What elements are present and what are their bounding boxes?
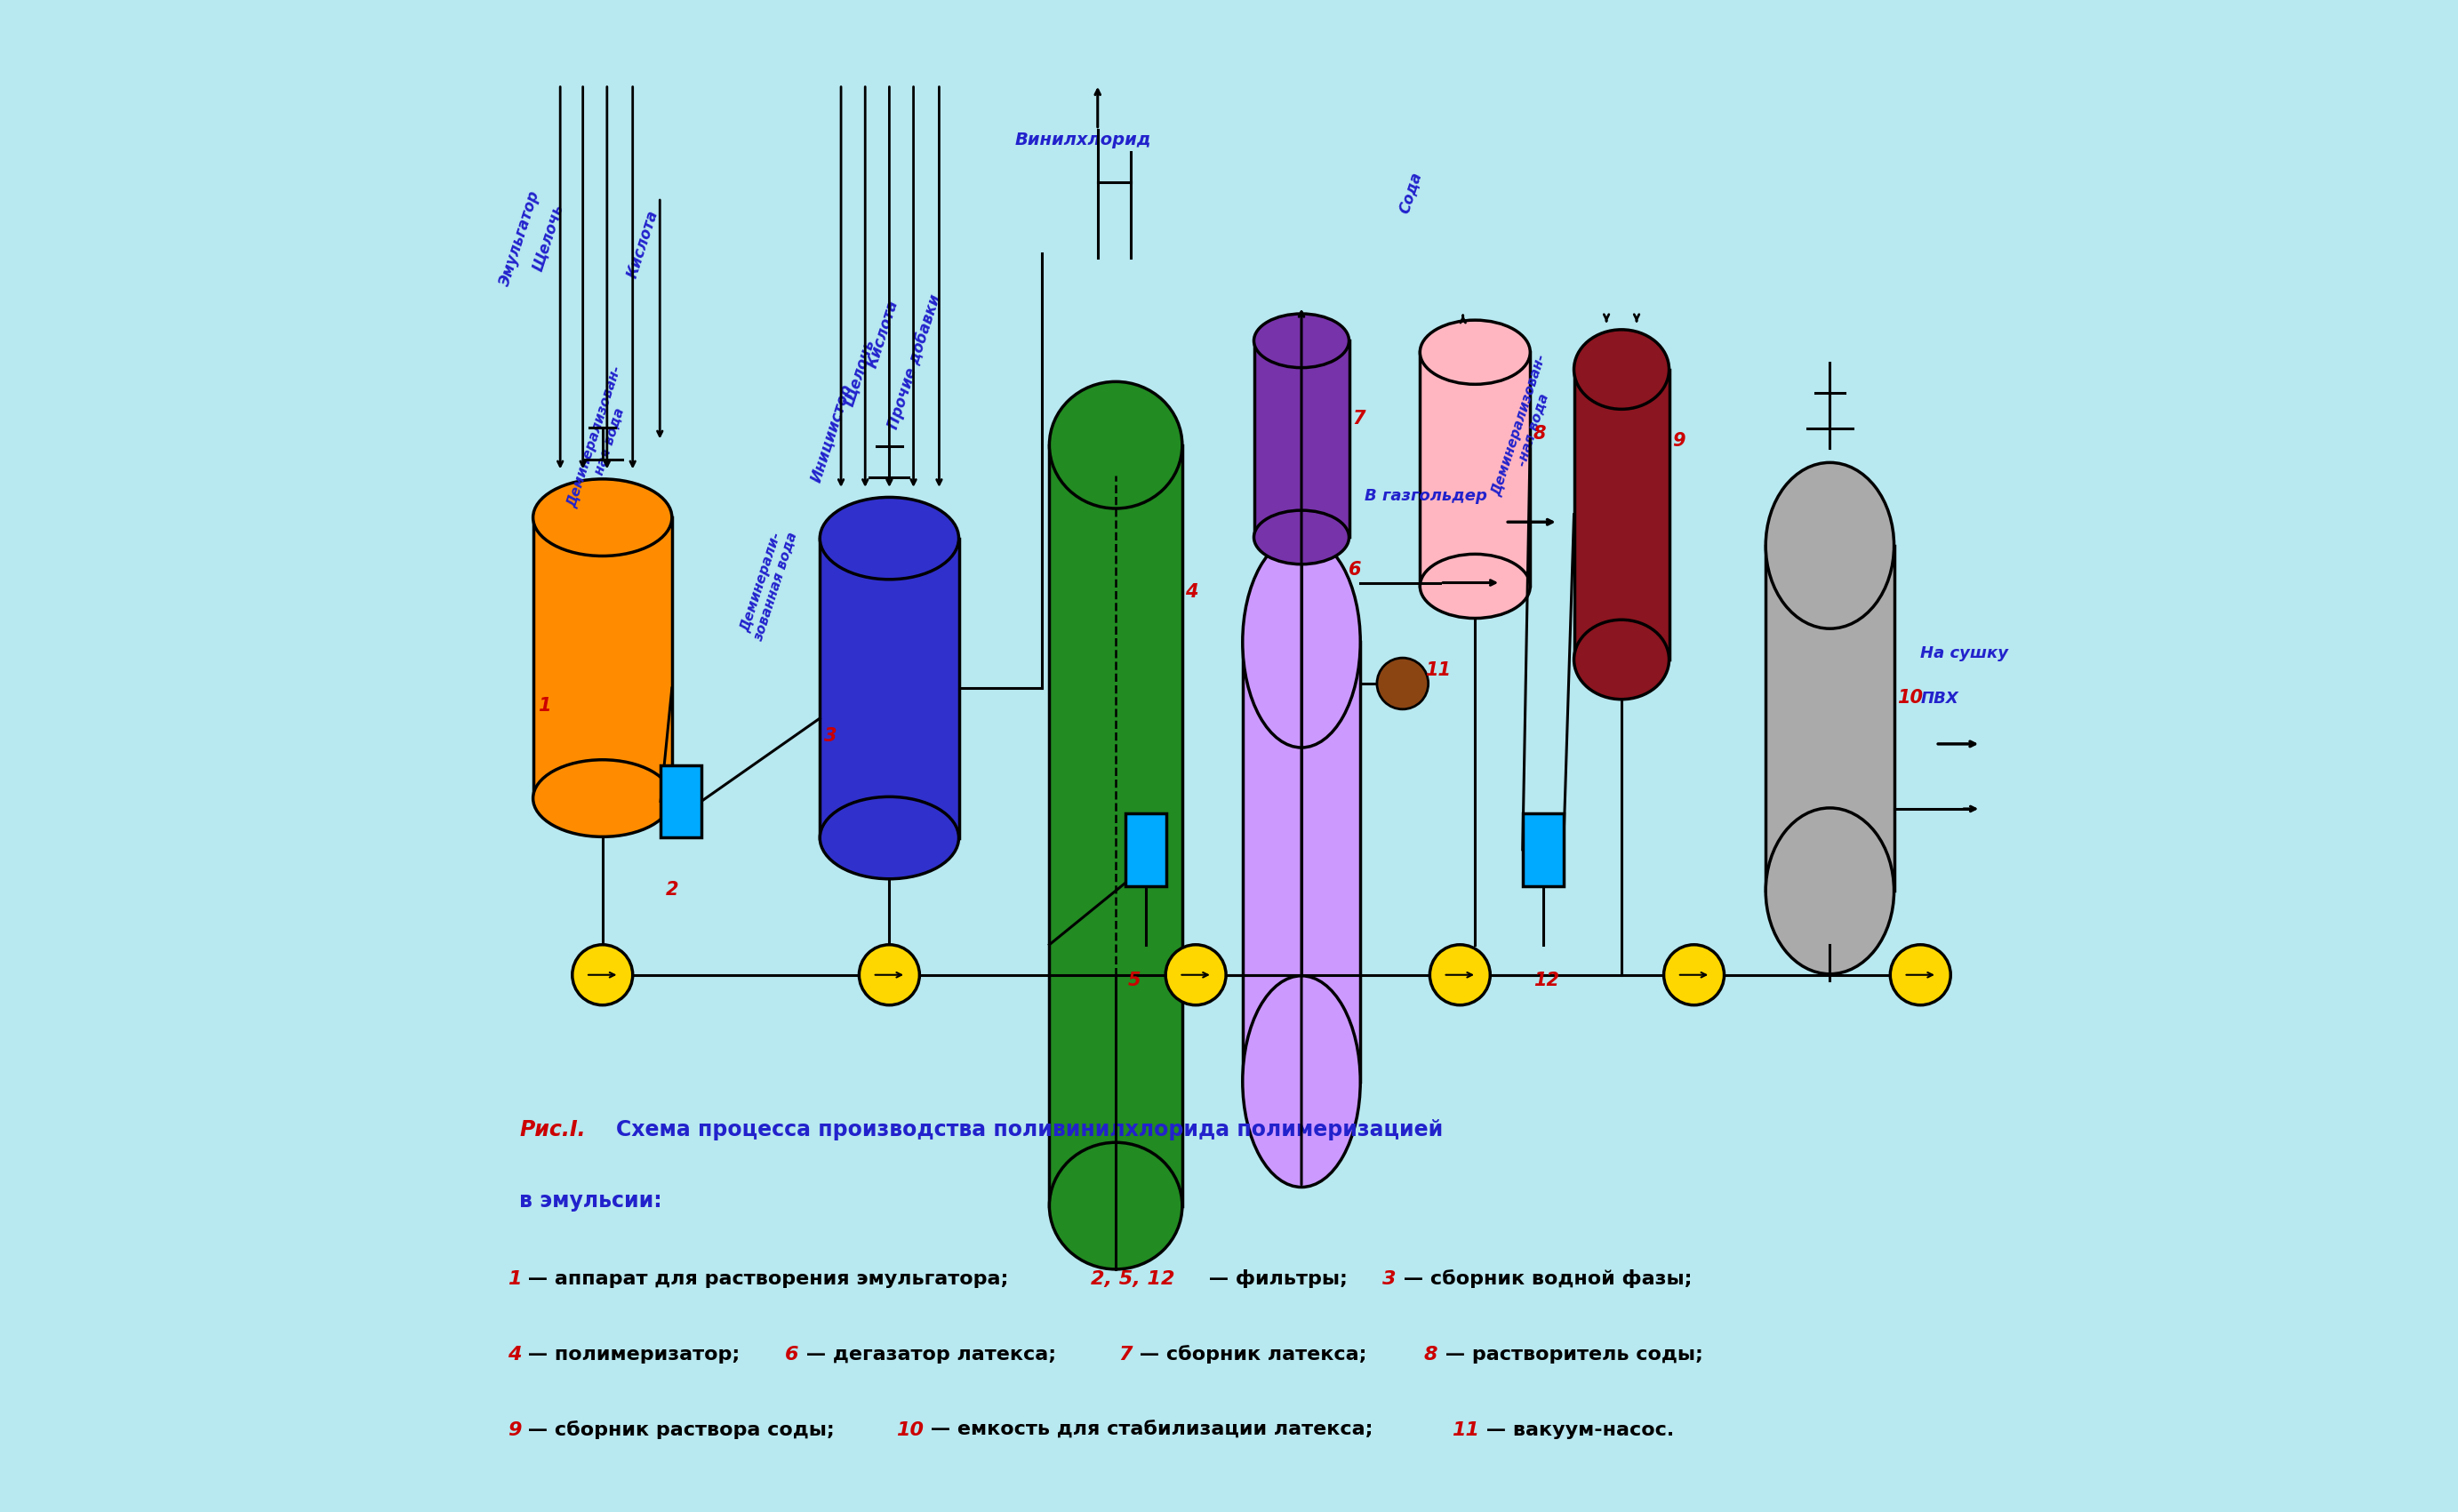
Text: 8: 8 xyxy=(1423,1346,1438,1364)
Circle shape xyxy=(1165,945,1227,1005)
Ellipse shape xyxy=(821,797,959,878)
Text: — вакуум-насос.: — вакуум-насос. xyxy=(1480,1421,1674,1439)
Ellipse shape xyxy=(1050,381,1182,508)
Text: Кислота: Кислота xyxy=(624,209,661,281)
Ellipse shape xyxy=(1421,553,1531,618)
Text: Схема процесса производства поливинилхлорида полимеризацией: Схема процесса производства поливинилхло… xyxy=(617,1119,1443,1142)
Text: Винилхлорид: Винилхлорид xyxy=(1015,132,1150,148)
FancyBboxPatch shape xyxy=(1573,369,1669,659)
Text: Щелочь: Щелочь xyxy=(531,201,565,274)
Text: 3: 3 xyxy=(823,727,838,744)
Text: — растворитель соды;: — растворитель соды; xyxy=(1438,1346,1703,1364)
Text: 11: 11 xyxy=(1426,662,1450,679)
Text: 1: 1 xyxy=(506,1270,521,1288)
Ellipse shape xyxy=(1421,321,1531,384)
Ellipse shape xyxy=(821,497,959,579)
Ellipse shape xyxy=(1765,463,1895,629)
Text: 7: 7 xyxy=(1118,1346,1133,1364)
Ellipse shape xyxy=(1050,1143,1182,1269)
Circle shape xyxy=(1431,945,1490,1005)
Circle shape xyxy=(860,945,919,1005)
Text: Щелочь: Щелочь xyxy=(841,337,878,408)
FancyBboxPatch shape xyxy=(1244,643,1359,1081)
Text: — сборник водной фазы;: — сборник водной фазы; xyxy=(1396,1269,1691,1288)
Text: в эмульсии:: в эмульсии: xyxy=(519,1190,661,1211)
Text: 1: 1 xyxy=(538,697,551,714)
Text: Инициистор: Инициистор xyxy=(809,383,855,484)
Ellipse shape xyxy=(1244,537,1359,747)
Ellipse shape xyxy=(1244,975,1359,1187)
Ellipse shape xyxy=(1254,511,1349,564)
Text: Прочие добавки: Прочие добавки xyxy=(885,293,944,431)
Text: Деминерализован-
-ная вода: Деминерализован- -ная вода xyxy=(1490,352,1563,502)
Text: 4: 4 xyxy=(1185,584,1197,602)
Text: 5: 5 xyxy=(1128,971,1141,989)
Text: 9: 9 xyxy=(506,1421,521,1439)
FancyBboxPatch shape xyxy=(1126,813,1168,886)
FancyBboxPatch shape xyxy=(533,517,671,798)
FancyBboxPatch shape xyxy=(1765,546,1895,891)
Text: — сборник латекса;: — сборник латекса; xyxy=(1133,1344,1381,1364)
Text: Эмульгатор: Эмульгатор xyxy=(497,189,543,289)
Text: 2, 5, 12: 2, 5, 12 xyxy=(1091,1270,1175,1288)
Text: — аппарат для растворения эмульгатора;: — аппарат для растворения эмульгатора; xyxy=(521,1270,1023,1288)
Text: 10: 10 xyxy=(1898,689,1922,706)
Text: ПВХ: ПВХ xyxy=(1920,691,1959,706)
Circle shape xyxy=(1890,945,1952,1005)
Text: 11: 11 xyxy=(1453,1421,1480,1439)
Text: 6: 6 xyxy=(1349,561,1362,579)
Text: 10: 10 xyxy=(897,1421,924,1439)
Text: Деминерали-
зованная вода: Деминерали- зованная вода xyxy=(737,526,799,643)
Ellipse shape xyxy=(533,479,671,556)
FancyBboxPatch shape xyxy=(1050,445,1182,1207)
Ellipse shape xyxy=(1765,807,1895,974)
FancyBboxPatch shape xyxy=(661,765,701,838)
Circle shape xyxy=(573,945,632,1005)
Circle shape xyxy=(1664,945,1723,1005)
Circle shape xyxy=(1376,658,1428,709)
Text: 9: 9 xyxy=(1671,432,1686,451)
Ellipse shape xyxy=(533,759,671,836)
Text: 12: 12 xyxy=(1534,971,1561,989)
Text: — фильтры;: — фильтры; xyxy=(1202,1269,1362,1288)
Text: На сушку: На сушку xyxy=(1920,646,2008,661)
Text: 4: 4 xyxy=(506,1346,521,1364)
FancyBboxPatch shape xyxy=(1421,352,1531,587)
Text: — дегазатор латекса;: — дегазатор латекса; xyxy=(799,1346,1069,1364)
Text: 7: 7 xyxy=(1352,410,1364,428)
Text: 3: 3 xyxy=(1381,1270,1396,1288)
Ellipse shape xyxy=(1573,620,1669,700)
FancyBboxPatch shape xyxy=(821,538,959,838)
Text: Рис.I.: Рис.I. xyxy=(519,1119,585,1142)
FancyBboxPatch shape xyxy=(1522,813,1563,886)
Ellipse shape xyxy=(1254,314,1349,367)
Text: Кислота: Кислота xyxy=(865,298,902,369)
Text: 2: 2 xyxy=(666,880,678,898)
Text: В газгольдер: В газгольдер xyxy=(1364,488,1487,505)
Text: — сборник раствора соды;: — сборник раствора соды; xyxy=(521,1420,848,1439)
Ellipse shape xyxy=(1573,330,1669,410)
Text: Сода: Сода xyxy=(1396,169,1423,216)
Text: — полимеризатор;: — полимеризатор; xyxy=(521,1346,755,1364)
Text: — емкость для стабилизации латекса;: — емкость для стабилизации латекса; xyxy=(924,1421,1386,1439)
FancyBboxPatch shape xyxy=(1254,340,1349,537)
Text: 6: 6 xyxy=(784,1346,799,1364)
Text: Деминерализован-
ная вода: Деминерализован- ная вода xyxy=(565,364,639,514)
Text: 8: 8 xyxy=(1534,425,1546,443)
